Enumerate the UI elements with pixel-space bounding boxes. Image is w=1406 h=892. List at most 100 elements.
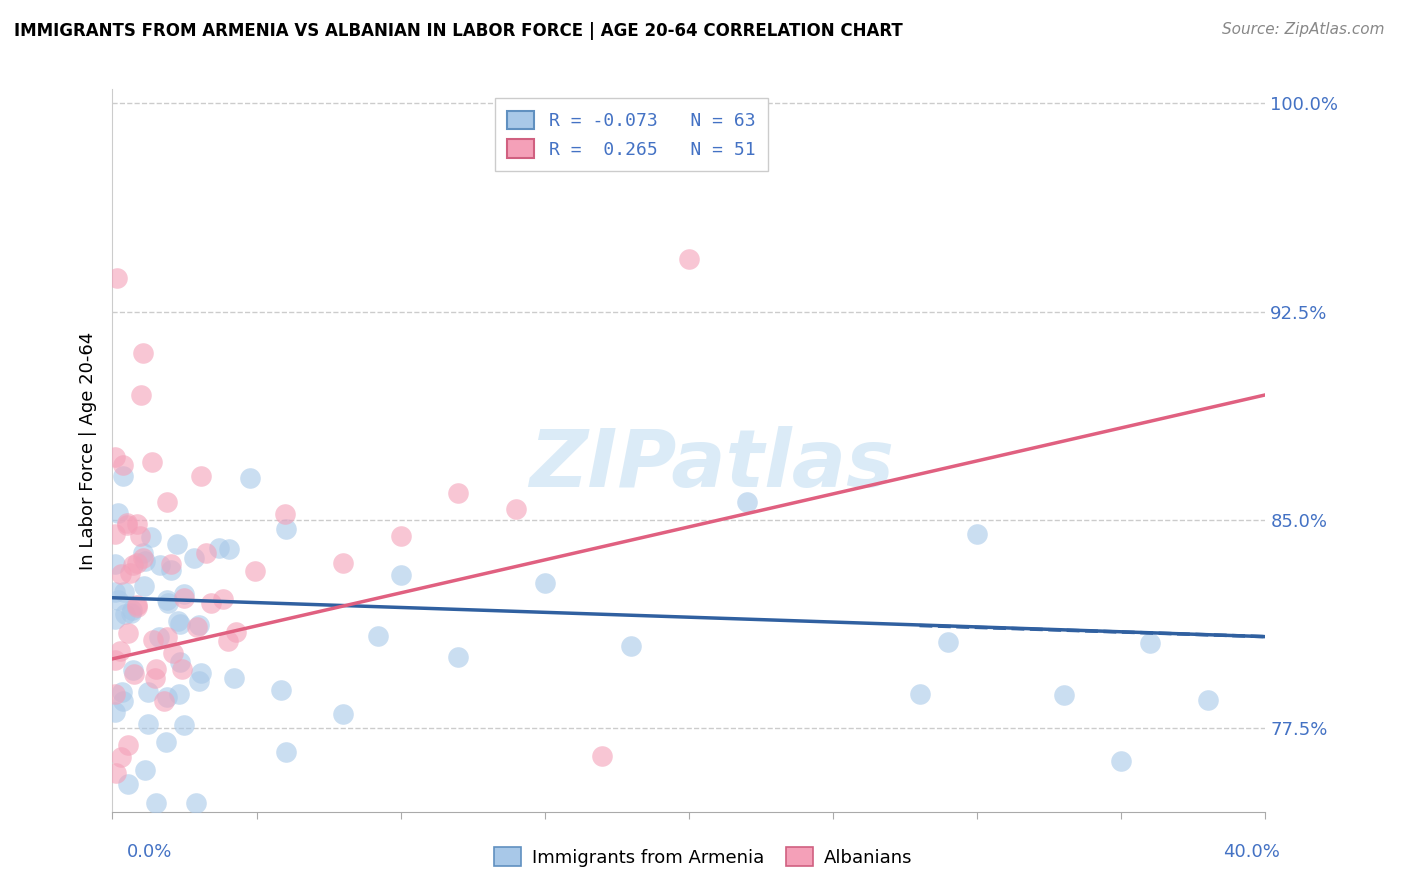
Point [117, 777, 139, 791]
Point [138, 685, 160, 699]
Point [104, 557, 127, 571]
Point [156, 592, 179, 607]
Point [107, 506, 129, 520]
Point [104, 705, 127, 719]
Point [131, 546, 153, 560]
Point [121, 602, 143, 616]
Point [169, 616, 191, 631]
Point [156, 630, 179, 644]
Point [208, 541, 231, 555]
Point [104, 653, 127, 667]
Point [332, 557, 354, 571]
Point [447, 486, 470, 500]
Point [104, 612, 127, 626]
Point [270, 683, 292, 698]
Point [1197, 693, 1219, 707]
Point [105, 271, 128, 285]
Point [678, 252, 700, 266]
Point [222, 671, 245, 685]
Point [122, 558, 145, 573]
Point [127, 598, 149, 612]
Point [156, 690, 179, 705]
Point [367, 629, 389, 643]
Point [187, 618, 209, 632]
Point [167, 614, 190, 628]
Point [117, 626, 139, 640]
Point [162, 646, 184, 660]
Text: 40.0%: 40.0% [1223, 843, 1279, 861]
Point [129, 388, 152, 402]
Point [110, 750, 132, 764]
Text: Source: ZipAtlas.com: Source: ZipAtlas.com [1222, 22, 1385, 37]
Point [167, 687, 190, 701]
Point [125, 517, 148, 532]
Point [159, 557, 181, 571]
Point [107, 593, 129, 607]
Point [132, 346, 155, 360]
Point [183, 550, 205, 565]
Point [200, 596, 222, 610]
Point [620, 640, 643, 654]
Point [166, 537, 188, 551]
Point [145, 662, 167, 676]
Point [104, 687, 127, 701]
Point [1139, 636, 1161, 650]
Point [447, 649, 470, 664]
Point [141, 455, 163, 469]
Point [936, 635, 959, 649]
Point [187, 673, 209, 688]
Text: ZIPatlas: ZIPatlas [530, 425, 894, 504]
Point [274, 507, 297, 521]
Point [153, 694, 176, 708]
Point [389, 529, 412, 543]
Point [156, 596, 179, 610]
Point [117, 738, 139, 752]
Point [122, 663, 145, 677]
Point [735, 495, 758, 509]
Point [274, 522, 297, 536]
Point [592, 749, 614, 764]
Point [143, 671, 166, 685]
Point [212, 592, 235, 607]
Text: IMMIGRANTS FROM ARMENIA VS ALBANIAN IN LABOR FORCE | AGE 20-64 CORRELATION CHART: IMMIGRANTS FROM ARMENIA VS ALBANIAN IN L… [14, 22, 903, 40]
Point [136, 716, 159, 731]
Point [131, 551, 153, 566]
Point [245, 564, 267, 578]
Point [120, 607, 142, 621]
Y-axis label: In Labor Force | Age 20-64: In Labor Force | Age 20-64 [79, 331, 97, 570]
Point [148, 630, 170, 644]
Point [115, 516, 138, 530]
Point [332, 707, 354, 722]
Point [274, 745, 297, 759]
Point [114, 607, 136, 622]
Point [122, 666, 145, 681]
Point [148, 558, 170, 572]
Point [104, 527, 127, 541]
Point [186, 620, 208, 634]
Point [190, 469, 212, 483]
Point [111, 694, 134, 708]
Point [118, 566, 141, 581]
Point [389, 568, 412, 582]
Point [239, 471, 262, 485]
Point [225, 624, 247, 639]
Point [169, 655, 191, 669]
Text: 0.0%: 0.0% [127, 843, 172, 861]
Point [190, 666, 212, 681]
Point [156, 495, 179, 509]
Point [134, 763, 156, 777]
Point [141, 530, 163, 544]
Point [172, 662, 194, 676]
Point [129, 529, 152, 543]
Point [110, 644, 132, 658]
Point [173, 587, 195, 601]
Point [908, 687, 931, 701]
Point [505, 501, 527, 516]
Point [115, 518, 138, 533]
Point [112, 585, 135, 599]
Legend: R = -0.073   N = 63, R =  0.265   N = 51: R = -0.073 N = 63, R = 0.265 N = 51 [495, 98, 768, 171]
Point [173, 591, 195, 605]
Point [134, 554, 156, 568]
Point [966, 527, 988, 541]
Point [134, 579, 156, 593]
